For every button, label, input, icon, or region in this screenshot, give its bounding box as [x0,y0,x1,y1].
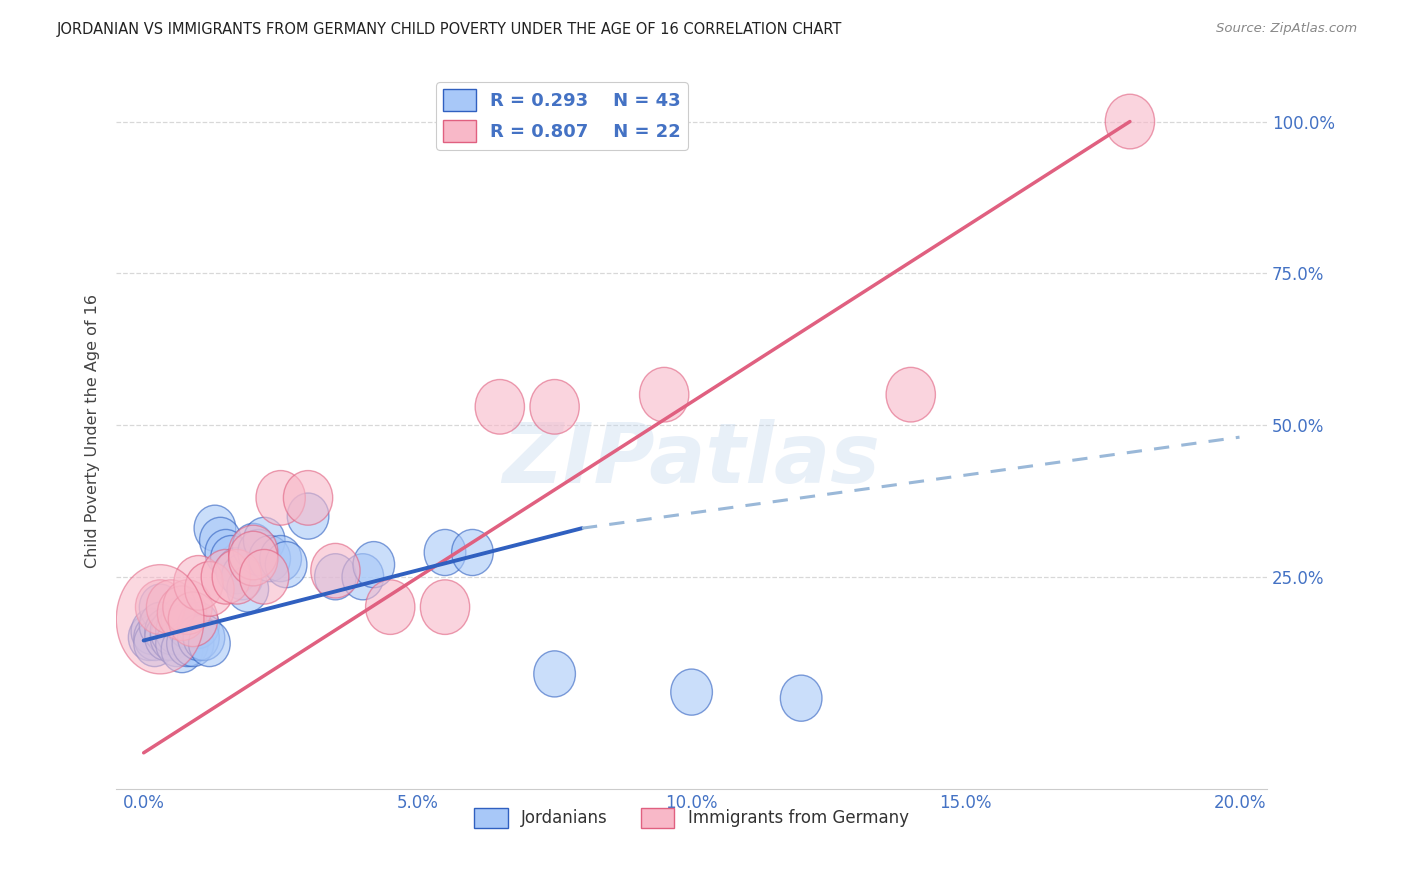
Ellipse shape [534,651,575,697]
Ellipse shape [150,615,191,661]
Ellipse shape [287,493,329,539]
Ellipse shape [266,541,307,588]
Ellipse shape [177,602,219,648]
Ellipse shape [131,608,173,655]
Ellipse shape [194,505,236,551]
Ellipse shape [212,549,262,604]
Ellipse shape [366,580,415,634]
Ellipse shape [150,608,191,655]
Legend: Jordanians, Immigrants from Germany: Jordanians, Immigrants from Germany [468,801,915,835]
Ellipse shape [425,530,465,575]
Ellipse shape [146,580,195,634]
Ellipse shape [184,562,233,616]
Ellipse shape [420,580,470,634]
Ellipse shape [128,615,170,661]
Ellipse shape [139,584,181,630]
Ellipse shape [157,586,207,640]
Ellipse shape [169,592,218,647]
Ellipse shape [260,535,301,582]
Ellipse shape [156,621,197,666]
Ellipse shape [243,517,285,564]
Ellipse shape [188,621,231,666]
Ellipse shape [530,379,579,434]
Ellipse shape [134,615,176,661]
Ellipse shape [284,471,333,525]
Ellipse shape [249,535,291,582]
Ellipse shape [886,368,935,422]
Ellipse shape [167,602,208,648]
Ellipse shape [156,608,197,655]
Ellipse shape [640,368,689,422]
Ellipse shape [780,675,823,722]
Ellipse shape [232,524,274,569]
Ellipse shape [200,517,242,564]
Ellipse shape [163,580,212,634]
Ellipse shape [201,549,250,604]
Y-axis label: Child Poverty Under the Age of 16: Child Poverty Under the Age of 16 [86,294,100,568]
Ellipse shape [239,549,288,604]
Ellipse shape [177,615,219,661]
Ellipse shape [217,548,257,594]
Ellipse shape [162,596,202,642]
Ellipse shape [342,554,384,599]
Ellipse shape [205,530,246,575]
Ellipse shape [238,530,280,575]
Text: Source: ZipAtlas.com: Source: ZipAtlas.com [1216,22,1357,36]
Ellipse shape [172,621,214,666]
Ellipse shape [145,615,187,661]
Ellipse shape [183,615,225,661]
Ellipse shape [229,525,278,580]
Ellipse shape [174,556,224,610]
Text: ZIPatlas: ZIPatlas [503,419,880,500]
Ellipse shape [222,554,263,599]
Ellipse shape [451,530,494,575]
Ellipse shape [311,543,360,598]
Ellipse shape [139,602,181,648]
Text: JORDANIAN VS IMMIGRANTS FROM GERMANY CHILD POVERTY UNDER THE AGE OF 16 CORRELATI: JORDANIAN VS IMMIGRANTS FROM GERMANY CHI… [56,22,842,37]
Ellipse shape [211,535,252,582]
Ellipse shape [475,379,524,434]
Ellipse shape [353,541,395,588]
Ellipse shape [162,626,202,673]
Ellipse shape [135,580,184,634]
Ellipse shape [145,608,187,655]
Ellipse shape [226,566,269,612]
Ellipse shape [315,554,356,599]
Ellipse shape [1105,95,1154,149]
Ellipse shape [134,621,176,666]
Ellipse shape [117,565,204,673]
Ellipse shape [671,669,713,715]
Ellipse shape [229,532,278,586]
Ellipse shape [167,621,208,666]
Ellipse shape [256,471,305,525]
